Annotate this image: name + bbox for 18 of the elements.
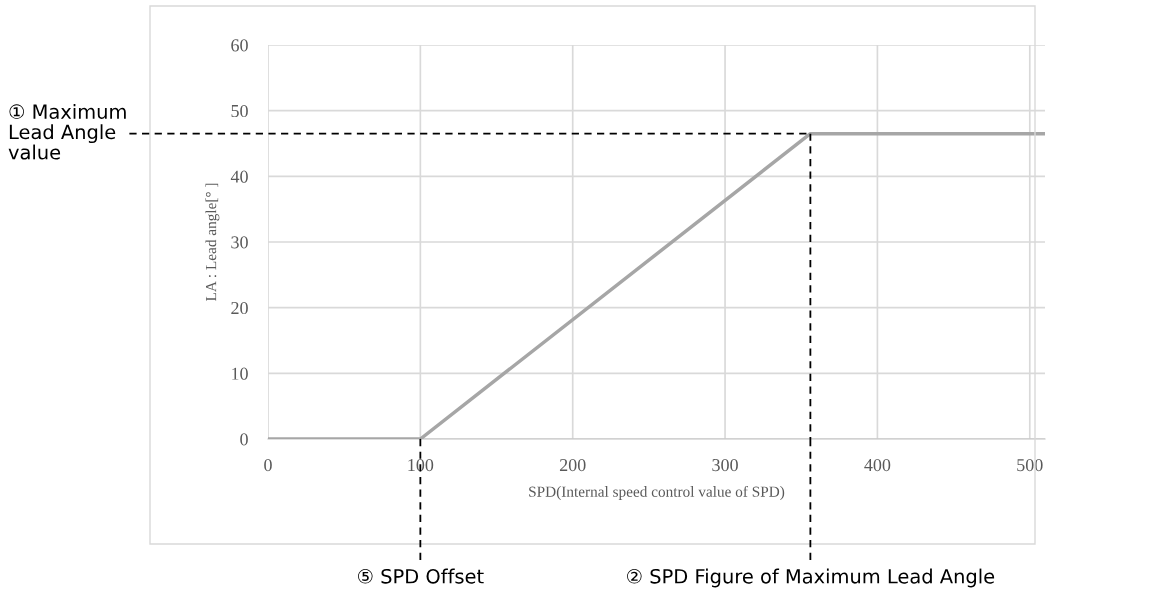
y-tick-label: 0	[240, 433, 248, 446]
x-tick-label: 200	[559, 458, 586, 472]
y-tick-label: 20	[231, 301, 248, 315]
x-tick-label: 500	[1017, 458, 1043, 472]
y-tick-label: 30	[231, 236, 248, 249]
ref-line-label: ⑤ SPD Offset	[358, 568, 484, 584]
y-axis-title: LA : Lead angle[° ]	[205, 183, 220, 302]
x-tick-label: 100	[408, 458, 434, 472]
y-tick-label: 50	[231, 104, 248, 118]
y-tick-label: 40	[230, 170, 248, 183]
y-tick-label: 10	[232, 367, 248, 380]
y-tick-label: 60	[231, 39, 248, 52]
x-tick-label: 0	[264, 458, 272, 472]
ref-line-label: ② SPD Figure of Maximum Lead Angle	[627, 568, 995, 588]
x-axis-title: SPD(Internal speed control value of SPD)	[529, 485, 785, 500]
ref-line-label: ① Maximum Lead Angle value	[8, 103, 126, 160]
x-tick-label: 400	[864, 458, 891, 472]
x-tick-label: 300	[712, 458, 738, 472]
